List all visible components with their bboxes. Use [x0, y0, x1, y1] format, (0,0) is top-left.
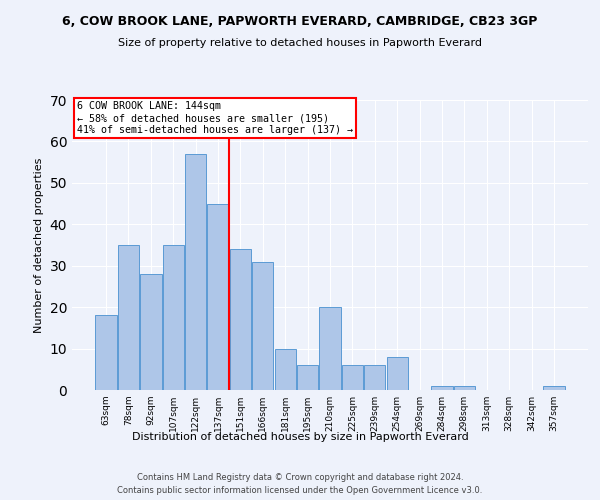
Bar — [275, 348, 296, 390]
Bar — [543, 386, 565, 390]
Bar — [163, 245, 184, 390]
Text: Contains public sector information licensed under the Open Government Licence v3: Contains public sector information licen… — [118, 486, 482, 495]
Text: Contains HM Land Registry data © Crown copyright and database right 2024.: Contains HM Land Registry data © Crown c… — [137, 472, 463, 482]
Text: Size of property relative to detached houses in Papworth Everard: Size of property relative to detached ho… — [118, 38, 482, 48]
Text: Distribution of detached houses by size in Papworth Everard: Distribution of detached houses by size … — [131, 432, 469, 442]
Bar — [364, 365, 385, 390]
Bar — [185, 154, 206, 390]
Bar — [297, 365, 318, 390]
Text: 6, COW BROOK LANE, PAPWORTH EVERARD, CAMBRIDGE, CB23 3GP: 6, COW BROOK LANE, PAPWORTH EVERARD, CAM… — [62, 15, 538, 28]
Bar — [386, 357, 408, 390]
Bar — [319, 307, 341, 390]
Bar — [252, 262, 274, 390]
Y-axis label: Number of detached properties: Number of detached properties — [34, 158, 44, 332]
Text: 6 COW BROOK LANE: 144sqm
← 58% of detached houses are smaller (195)
41% of semi-: 6 COW BROOK LANE: 144sqm ← 58% of detach… — [77, 102, 353, 134]
Bar — [431, 386, 452, 390]
Bar — [230, 249, 251, 390]
Bar — [140, 274, 161, 390]
Bar — [208, 204, 229, 390]
Bar — [342, 365, 363, 390]
Bar — [95, 316, 117, 390]
Bar — [118, 245, 139, 390]
Bar — [454, 386, 475, 390]
